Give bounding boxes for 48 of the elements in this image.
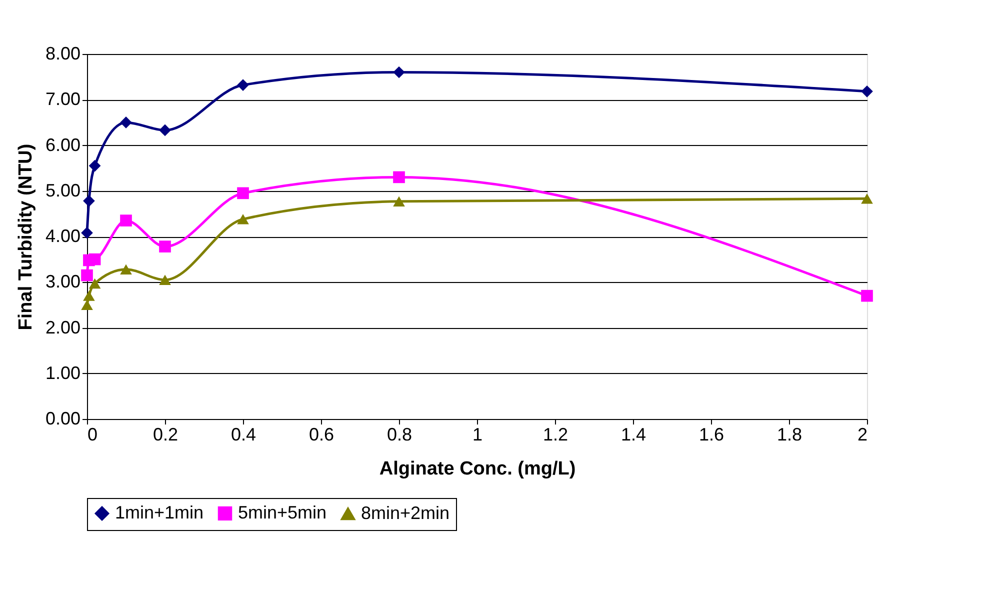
point (861, 194, 873, 204)
y-tick-label: 8.00 (45, 44, 80, 64)
point (159, 274, 171, 285)
x-tick-label: 1.2 (542, 424, 568, 444)
y-tick-label: 4.00 (45, 226, 80, 246)
y-tick-label: 5.00 (45, 180, 80, 200)
legend-label: 1min+1min (115, 502, 204, 522)
point (237, 187, 249, 200)
point (88, 278, 101, 289)
point (159, 124, 171, 136)
x-tick-label: 1.4 (620, 424, 646, 444)
point (159, 240, 171, 252)
point (237, 79, 249, 91)
point (83, 290, 95, 301)
x-tick-label: 0.8 (386, 424, 412, 444)
point (393, 66, 405, 78)
point (88, 160, 101, 172)
legend-label: 8min+2min (361, 502, 450, 523)
y-tick-label: 1.00 (45, 362, 80, 383)
y-tick-label: 7.00 (45, 89, 80, 110)
point (393, 196, 405, 206)
x-tick-label: 1.8 (776, 424, 802, 444)
point (81, 300, 93, 310)
point (861, 290, 873, 302)
x-tick-label: 0.2 (152, 424, 178, 444)
legend-label: 5min+5min (238, 502, 327, 522)
point (861, 85, 873, 98)
y-tick-label: 3.00 (45, 272, 80, 292)
y-tick-label: 0.00 (45, 408, 80, 428)
point (120, 116, 132, 128)
x-tick-label: 0.4 (230, 424, 256, 444)
point (81, 226, 93, 239)
x-axis-title: Alginate Conc. (mg/L) (379, 458, 576, 480)
y-tick-label: 2.00 (45, 317, 80, 338)
y-axis-title: Final Turbidity (NTU) (15, 144, 36, 330)
point (120, 264, 132, 274)
x-tick-label: 2 (857, 424, 868, 444)
point (393, 171, 405, 184)
point (237, 214, 249, 224)
point (88, 253, 101, 266)
point (83, 194, 95, 207)
point (81, 269, 93, 282)
point (120, 214, 132, 226)
x-tick-label: 1.6 (698, 424, 724, 444)
y-tick-label: 6.00 (45, 134, 80, 155)
x-tick-label: 1 (472, 424, 483, 444)
x-tick-label: 0.6 (308, 424, 334, 444)
x-tick-label: 0 (88, 424, 98, 444)
